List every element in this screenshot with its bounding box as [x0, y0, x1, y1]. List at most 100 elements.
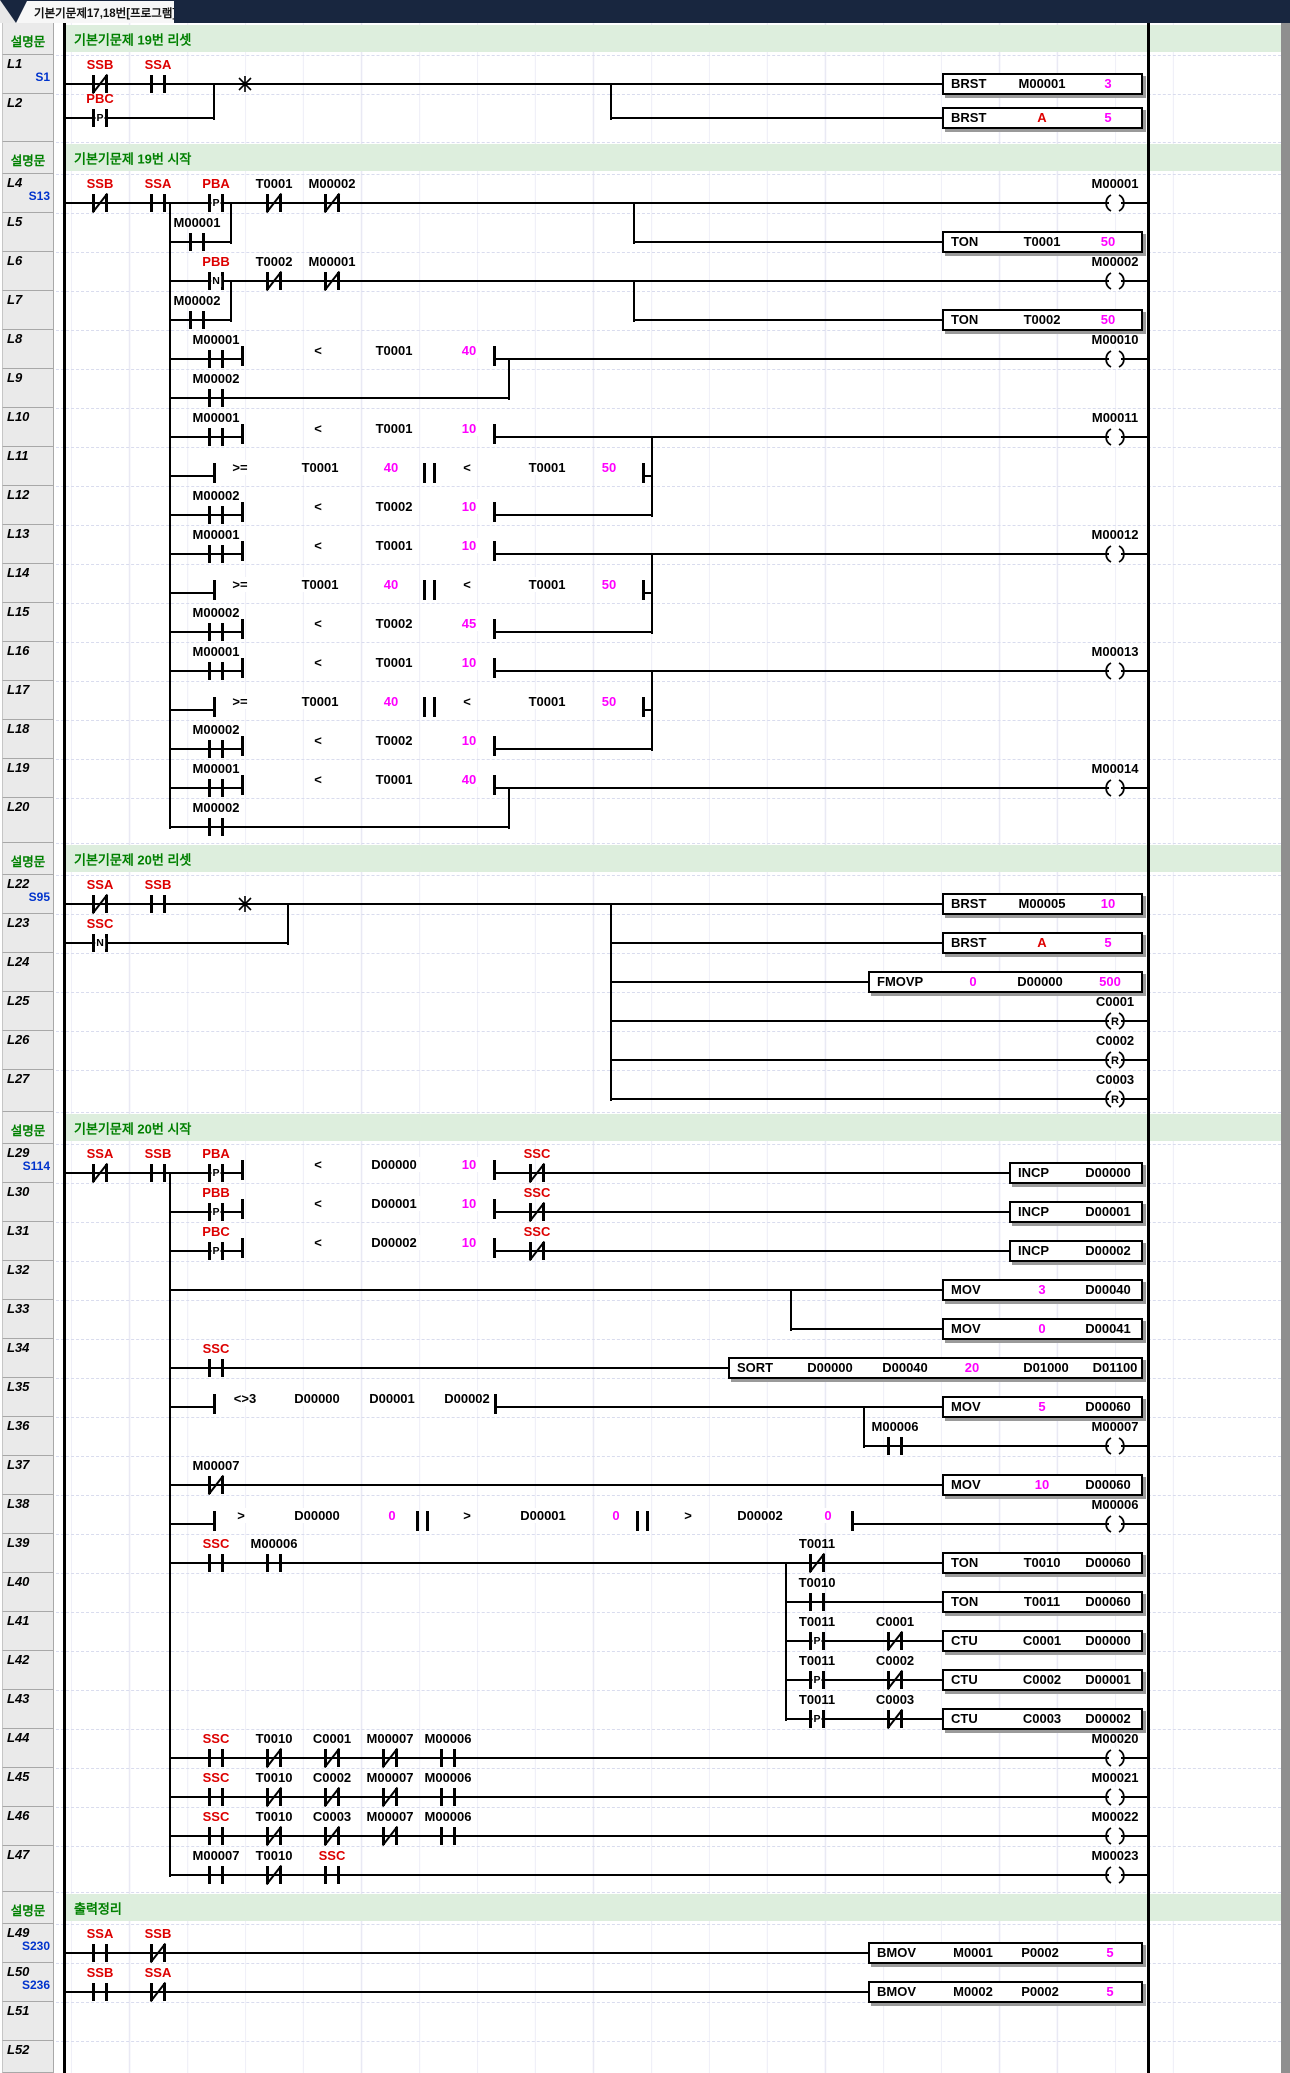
rung-gutter-cell[interactable]: L50 S236 [2, 1963, 54, 2002]
rung-gutter-cell[interactable]: L32 [2, 1261, 54, 1300]
operand[interactable]: T0001 [372, 421, 416, 436]
operand[interactable]: 50 [598, 460, 620, 475]
operand[interactable]: D00000 [291, 1508, 343, 1523]
contact-SSC[interactable]: SSC [523, 1224, 551, 1239]
operand[interactable]: 10 [458, 655, 480, 670]
operand[interactable]: < [311, 616, 325, 631]
instruction-box-INCP[interactable]: INCP D00002 [1009, 1240, 1143, 1262]
contact-M00007[interactable]: M00007 [366, 1770, 414, 1785]
operand[interactable]: < [460, 694, 474, 709]
contact-SSB[interactable]: SSB [144, 1926, 172, 1941]
rung-gutter-cell[interactable]: L1 S1 [2, 55, 54, 94]
operand[interactable]: T0002 [372, 733, 416, 748]
instruction-box-CTU[interactable]: CTU C0001 D00000 [942, 1630, 1143, 1652]
contact-M00006[interactable]: M00006 [250, 1536, 298, 1551]
instruction-box-TON[interactable]: TON T0010 D00060 [942, 1552, 1143, 1574]
rung-gutter-cell[interactable]: L20 [2, 798, 54, 843]
instruction-box-INCP[interactable]: INCP D00001 [1009, 1201, 1143, 1223]
operand[interactable]: < [311, 1235, 325, 1250]
rung-gutter-cell[interactable]: L31 [2, 1222, 54, 1261]
operand[interactable]: >= [229, 460, 251, 475]
operand[interactable]: D00002 [441, 1391, 493, 1406]
operand[interactable]: T0001 [525, 577, 569, 592]
operand[interactable]: 10 [458, 499, 480, 514]
operand[interactable]: < [311, 772, 325, 787]
coil-M00007[interactable] [1105, 1436, 1125, 1456]
rung-gutter-cell[interactable]: L4 S13 [2, 174, 54, 213]
contact-SSC[interactable]: SSC [202, 1536, 230, 1551]
instruction-box-MOV[interactable]: MOV 3 D00040 [942, 1279, 1143, 1301]
instruction-box-TON[interactable]: TON T0002 50 [942, 309, 1143, 331]
rung-gutter-cell[interactable]: L17 [2, 681, 54, 720]
contact-SSB[interactable]: SSB [144, 1146, 172, 1161]
operand[interactable]: T0001 [372, 343, 416, 358]
rung-gutter-cell[interactable]: L9 [2, 369, 54, 408]
rung-gutter-cell[interactable]: L47 [2, 1846, 54, 1892]
contact-T0010[interactable]: T0010 [255, 1848, 293, 1863]
rung-gutter-cell[interactable]: 설명문 [2, 142, 54, 174]
operand[interactable]: 0 [821, 1508, 835, 1523]
contact-PBC[interactable]: PBC [202, 1224, 230, 1239]
tab-program[interactable]: 기본기문제17,18번[프로그램] × [16, 1, 174, 23]
coil-M00020[interactable] [1105, 1748, 1125, 1768]
contact-M00006[interactable]: M00006 [424, 1731, 472, 1746]
contact-SSC[interactable]: SSC [523, 1146, 551, 1161]
rung-gutter-cell[interactable]: L43 [2, 1690, 54, 1729]
rung-gutter-cell[interactable]: L37 [2, 1456, 54, 1495]
instruction-box-SORT[interactable]: SORT D00000 D00040 20 D01000 D01100 [728, 1357, 1143, 1379]
rung-gutter-cell[interactable]: L10 [2, 408, 54, 447]
contact-SSC[interactable]: SSC [202, 1770, 230, 1785]
coil-C0001[interactable]: R [1105, 1011, 1125, 1031]
operand[interactable]: < [311, 343, 325, 358]
rung-gutter-cell[interactable]: L23 [2, 914, 54, 953]
contact-C0002[interactable]: C0002 [875, 1653, 915, 1668]
coil-C0002[interactable]: R [1105, 1050, 1125, 1070]
instruction-box-TON[interactable]: TON T0001 50 [942, 231, 1143, 253]
vertical-scrollbar[interactable] [1281, 23, 1290, 2073]
instruction-box-BMOV[interactable]: BMOV M0001 P0002 5 [868, 1942, 1143, 1964]
operand[interactable]: >= [229, 694, 251, 709]
rung-gutter-cell[interactable]: 설명문 [2, 1892, 54, 1924]
operand[interactable]: T0001 [298, 694, 342, 709]
contact-M00002[interactable]: M00002 [173, 293, 221, 308]
rung-gutter-cell[interactable]: L42 [2, 1651, 54, 1690]
contact-M00006[interactable]: M00006 [424, 1770, 472, 1785]
operand[interactable]: < [311, 1157, 325, 1172]
rung-gutter-cell[interactable]: L45 [2, 1768, 54, 1807]
contact-SSA[interactable]: SSA [86, 1146, 114, 1161]
operand[interactable]: T0001 [298, 460, 342, 475]
contact-M00001[interactable]: M00001 [192, 410, 240, 425]
rung-gutter-cell[interactable]: L27 [2, 1070, 54, 1112]
operand[interactable]: < [460, 577, 474, 592]
contact-T0011[interactable]: T0011 [798, 1653, 836, 1668]
contact-M00001[interactable]: M00001 [173, 215, 221, 230]
rung-gutter-cell[interactable]: L34 [2, 1339, 54, 1378]
contact-T0011[interactable]: T0011 [798, 1614, 836, 1629]
operand[interactable]: 50 [598, 577, 620, 592]
coil-M00013[interactable] [1105, 661, 1125, 681]
contact-SSC[interactable]: SSC [318, 1848, 346, 1863]
operand[interactable]: 50 [598, 694, 620, 709]
contact-SSB[interactable]: SSB [86, 57, 114, 72]
coil-M00021[interactable] [1105, 1787, 1125, 1807]
operand[interactable]: 10 [458, 1196, 480, 1211]
rung-gutter-cell[interactable]: L26 [2, 1031, 54, 1070]
close-icon[interactable]: × [162, 4, 170, 19]
rung-gutter-cell[interactable]: L52 [2, 2041, 54, 2073]
contact-T0010[interactable]: T0010 [255, 1770, 293, 1785]
instruction-box-BRST[interactable]: BRST M00005 10 [942, 893, 1143, 915]
operand[interactable]: 40 [380, 694, 402, 709]
rung-gutter-cell[interactable]: L40 [2, 1573, 54, 1612]
contact-M00006[interactable]: M00006 [424, 1809, 472, 1824]
rung-gutter-cell[interactable]: L12 [2, 486, 54, 525]
contact-PBA[interactable]: PBA [202, 176, 230, 191]
operand[interactable]: D00000 [368, 1157, 420, 1172]
rung-gutter-cell[interactable]: L14 [2, 564, 54, 603]
contact-SSB[interactable]: SSB [86, 176, 114, 191]
rung-gutter-cell[interactable]: L51 [2, 2002, 54, 2041]
operand[interactable]: 40 [458, 343, 480, 358]
rung-gutter-cell[interactable]: L13 [2, 525, 54, 564]
contact-M00002[interactable]: M00002 [192, 371, 240, 386]
contact-M00001[interactable]: M00001 [192, 527, 240, 542]
contact-M00002[interactable]: M00002 [192, 605, 240, 620]
